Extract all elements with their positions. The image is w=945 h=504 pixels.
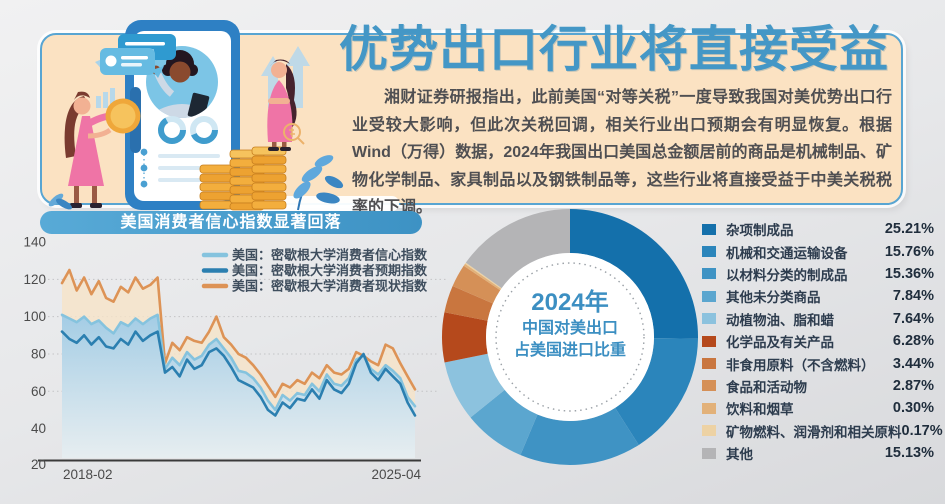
legend-swatch [702,380,716,392]
series-line [60,313,417,412]
donut-slice [463,263,502,291]
legend-value: 6.28% [892,333,934,350]
legend-label: 以材料分类的制成品 [726,267,848,283]
legend-value: 0.30% [892,400,934,417]
legend-label: 其他 [726,447,753,463]
x-axis-label-start: 2018-02 [63,467,113,482]
legend-item: 其他 15.13% [702,442,934,464]
donut-slice [570,209,698,339]
lead-paragraph: 湘财证券研报指出，此前美国“对等关税”一度导致我国对美优势出口行业受较大影响，但… [352,89,892,216]
legend-item: 机械和交通运输设备 15.76% [702,240,934,262]
legend-value: 15.36% [884,265,934,282]
legend-value: 15.76% [884,243,934,260]
legend-item: 食品和活动物 2.87% [702,375,934,397]
legend-label: 美国：密歇根大学消费者预期指数 [232,263,428,278]
legend-swatch [702,402,716,414]
donut-center-label: 2024年 中国对美出口 占美国进口比重 [472,288,668,362]
donut-hole [486,253,654,421]
donut-slice [444,285,493,321]
x-axis-label-end: 2025-04 [371,467,421,482]
legend-label: 矿物燃料、润滑剂和相关原料 [726,424,902,440]
page-title: 优势出口行业将直接受益 [338,23,889,77]
y-axis-ticks: 140 120 100 80 60 40 20 [23,236,46,472]
donut-slice [452,265,501,304]
legend-swatch [702,268,716,280]
donut-center-line2: 中国对美出口 [521,320,618,337]
legend-value: 2.87% [892,377,934,394]
legend-label: 杂项制成品 [726,223,794,239]
legend-swatch [702,358,716,370]
legend-label: 美国：密歇根大学消费者现状指数 [232,279,428,294]
legend-value: 7.84% [892,288,934,305]
donut-center-year: 2024年 [531,289,609,316]
legend-item: 动植物油、脂和蜡 7.64% [702,308,934,330]
y-tick-label: 140 [23,236,46,250]
legend-swatch [702,335,716,347]
legend-item: 矿物燃料、润滑剂和相关原料 0.17% [702,420,943,442]
legend-value: 7.64% [892,310,934,327]
donut-slice [442,312,488,363]
series-line [60,330,417,417]
donut-slice [444,353,505,418]
legend-item: 非食用原料（不含燃料） 3.44% [702,352,934,374]
y-tick-label: 60 [31,384,46,399]
legend-label: 其他未分类商品 [726,290,821,306]
y-tick-label: 120 [23,272,46,287]
legend-item: 杂项制成品 25.21% [702,218,934,240]
legend-swatch [702,447,716,459]
y-tick-label: 20 [31,457,46,472]
series-line [60,268,417,399]
donut-center-line3: 占美国进口比重 [513,342,626,359]
legend-value: 0.17% [901,422,943,439]
legend-label: 机械和交通运输设备 [726,245,848,261]
consumer-sentiment-line-chart: 140 120 100 80 60 40 20 2018-02 2025-04 美国：密歇根… [23,236,448,482]
export-share-donut-chart [442,209,698,465]
donut-legend: 杂项制成品 25.21% 机械和交通运输设备 15.76% 以材料分类的制成品 15.36… [702,218,943,464]
y-tick-label: 80 [31,346,46,361]
legend-swatch [702,223,716,235]
legend-label: 饮料和烟草 [726,402,794,418]
legend-label: 化学品及有关产品 [726,335,834,351]
donut-slice [520,407,639,465]
donut-slice [470,389,538,456]
y-tick-label: 40 [31,421,46,436]
donut-slice [615,338,698,445]
legend-swatch [702,313,716,325]
legend-label: 食品和活动物 [726,379,807,395]
legend-label: 美国：密歇根大学消费者信心指数 [232,248,428,263]
donut-slice [465,262,502,289]
legend-label: 非食用原料（不含燃料） [726,357,875,373]
line-chart-title: 美国消费者信心指数显著回落 [40,211,422,234]
legend-swatch [702,246,716,258]
line-chart-legend: 美国：密歇根大学消费者信心指数美国：密歇根大学消费者预期指数美国：密歇根大学消费… [201,248,428,294]
y-tick-label: 100 [23,309,46,324]
donut-slice [465,209,570,289]
legend-item: 以材料分类的制成品 15.36% [702,263,934,285]
legend-value: 15.13% [884,445,934,462]
legend-item: 化学品及有关产品 6.28% [702,330,934,352]
legend-swatch [702,290,716,302]
legend-value: 3.44% [892,355,934,372]
legend-item: 饮料和烟草 0.30% [702,397,934,419]
legend-swatch [702,425,716,437]
dotted-ring [495,262,645,412]
legend-label: 动植物油、脂和蜡 [726,312,834,328]
legend-value: 25.21% [884,221,934,238]
legend-item: 其他未分类商品 7.84% [702,285,934,307]
